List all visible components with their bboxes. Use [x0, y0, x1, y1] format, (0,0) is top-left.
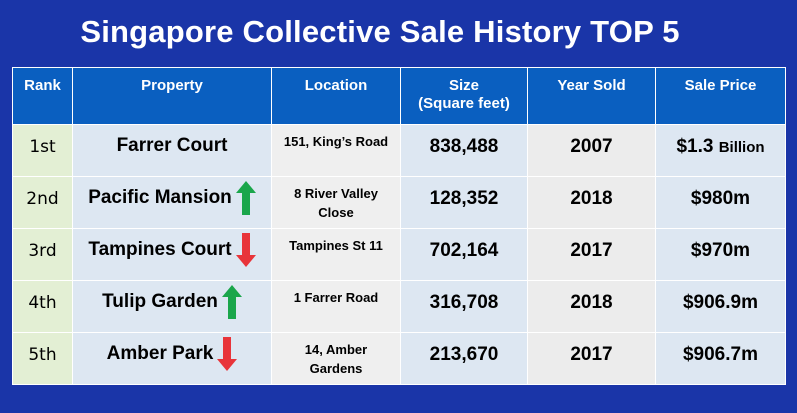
table-row: 2nd Pacific Mansion 8 River Valley Close 128…: [12, 176, 786, 229]
column-header-location: Location: [271, 67, 401, 125]
location-line-1: 8 River Valley: [294, 186, 378, 201]
column-header-property: Property: [72, 67, 272, 125]
property-name: Pacific Mansion: [88, 187, 232, 208]
property-name: Farrer Court: [116, 135, 228, 156]
sale-price-cell: $980m: [655, 176, 786, 229]
size-cell: 213,670: [400, 332, 528, 385]
location-line-2: Close: [318, 205, 354, 220]
sale-price-unit: Billion: [718, 139, 765, 156]
table-row: 4th Tulip Garden 1 Farrer Road 316,708 2018 $…: [12, 280, 786, 333]
year-sold-cell: 2018: [527, 280, 656, 333]
sale-price-cell: $906.7m: [655, 332, 786, 385]
sale-price-cell: $970m: [655, 228, 786, 281]
rank-cell: 4th: [12, 280, 73, 333]
location-line-1: Tampines St 11: [289, 238, 383, 253]
red-down-arrow-icon: [217, 337, 238, 371]
size-cell: 316,708: [400, 280, 528, 333]
sale-price-value: $1.3: [676, 136, 714, 157]
sale-price-value: $906.7m: [682, 344, 758, 365]
location-cell: 8 River Valley Close: [271, 176, 401, 229]
property-cell: Tampines Court: [72, 228, 272, 281]
size-cell: 702,164: [400, 228, 528, 281]
column-header-year: Year Sold: [527, 67, 656, 125]
sale-price-cell: $1.3 Billion: [655, 124, 786, 177]
red-down-arrow-icon: [235, 233, 256, 267]
location-cell: Tampines St 11: [271, 228, 401, 281]
year-sold-cell: 2007: [527, 124, 656, 177]
location-line-1: 14, Amber: [304, 342, 368, 357]
column-header-size-label: Size: [448, 77, 479, 94]
size-cell: 838,488: [400, 124, 528, 177]
property-name: Tampines Court: [88, 239, 232, 260]
sale-price-value: $970m: [690, 240, 751, 261]
table-row: 3rd Tampines Court Tampines St 11 702,164 20…: [12, 228, 786, 281]
green-up-arrow-icon: [221, 285, 242, 319]
property-name: Amber Park: [106, 343, 214, 364]
location-line-1: 1 Farrer Road: [293, 290, 379, 305]
year-sold-cell: 2018: [527, 176, 656, 229]
year-sold-cell: 2017: [527, 228, 656, 281]
column-header-price: Sale Price: [655, 67, 786, 125]
column-header-size: Size (Square feet): [400, 67, 528, 125]
table-row: 5th Amber Park 14, Amber Gardens 213,670 2017…: [12, 332, 786, 385]
location-cell: 1 Farrer Road: [271, 280, 401, 333]
column-header-size-unit: (Square feet): [418, 95, 510, 112]
location-cell: 151, King’s Road: [271, 124, 401, 177]
page-title: Singapore Collective Sale History TOP 5: [80, 14, 680, 49]
rank-cell: 3rd: [12, 228, 73, 281]
green-up-arrow-icon: [235, 181, 256, 215]
sale-price-value: $906.9m: [682, 292, 758, 313]
sales-table: Rank Property Location Size (Square feet…: [12, 67, 786, 385]
rank-cell: 2nd: [12, 176, 73, 229]
table-row: 1st Farrer Court 151, King’s Road 838,488 20…: [12, 124, 786, 177]
property-cell: Tulip Garden: [72, 280, 272, 333]
table-header-row: Rank Property Location Size (Square feet…: [12, 67, 786, 125]
location-cell: 14, Amber Gardens: [271, 332, 401, 385]
size-cell: 128,352: [400, 176, 528, 229]
rank-cell: 1st: [12, 124, 73, 177]
sale-price-cell: $906.9m: [655, 280, 786, 333]
property-cell: Pacific Mansion: [72, 176, 272, 229]
rank-cell: 5th: [12, 332, 73, 385]
property-name: Tulip Garden: [102, 291, 218, 312]
column-header-rank: Rank: [12, 67, 73, 125]
sale-price-value: $980m: [690, 188, 751, 209]
location-line-1: 151, King’s Road: [283, 134, 389, 149]
property-cell: Farrer Court: [72, 124, 272, 177]
year-sold-cell: 2017: [527, 332, 656, 385]
property-cell: Amber Park: [72, 332, 272, 385]
location-line-2: Gardens: [309, 361, 363, 376]
